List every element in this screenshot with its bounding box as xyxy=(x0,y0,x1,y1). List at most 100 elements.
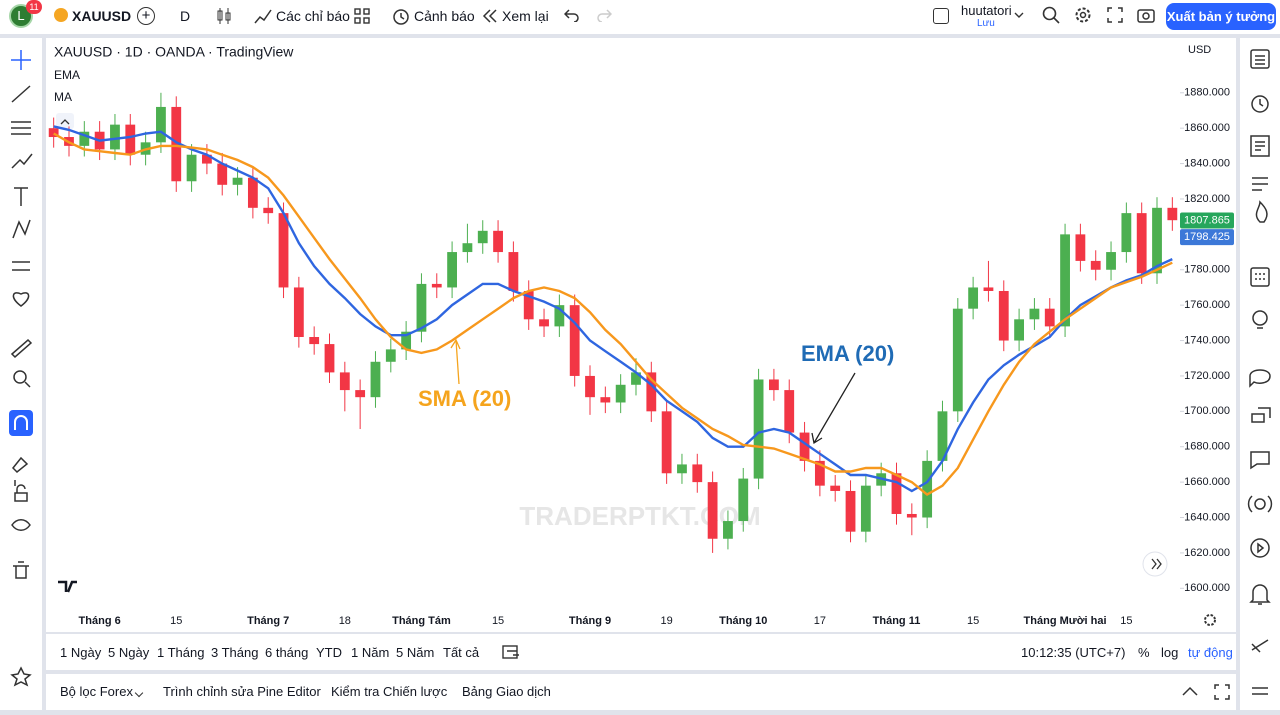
scale-option[interactable]: tự động xyxy=(1188,645,1233,660)
scroll-right[interactable] xyxy=(1142,551,1168,577)
candle-body xyxy=(401,331,412,350)
candle-body xyxy=(462,243,473,253)
candle-body xyxy=(125,124,136,155)
timeframe-button[interactable]: 3 Tháng xyxy=(211,645,259,660)
candle-body xyxy=(217,163,228,185)
candle-body xyxy=(539,319,549,327)
candle-body xyxy=(661,411,672,474)
replay[interactable]: Xem lại xyxy=(502,8,549,24)
alert-icon xyxy=(393,9,409,25)
y-tick-label: 1620.000 xyxy=(1184,547,1230,559)
badge: 11 xyxy=(26,0,42,14)
timeframe-button[interactable]: YTD xyxy=(316,645,342,660)
save[interactable]: Lưu xyxy=(977,18,995,29)
y-tick-label: 1680.000 xyxy=(1184,441,1230,453)
bottom-panel: Bộ lọc Forex Trình chỉnh sửa Pine Editor K… xyxy=(46,674,1236,710)
ma-line xyxy=(53,132,1173,496)
timeframe-button[interactable]: 1 Ngày xyxy=(60,645,102,660)
tab-caret[interactable] xyxy=(134,688,144,698)
candle-body xyxy=(263,207,274,214)
bottom-tab[interactable]: Bảng Giao dịch xyxy=(462,684,551,699)
username[interactable]: huutatori xyxy=(961,3,1012,18)
candle-body xyxy=(723,521,733,539)
bottom-tab[interactable]: Trình chỉnh sửa Pine Editor xyxy=(163,684,321,699)
y-tick-label: 1740.000 xyxy=(1184,334,1230,346)
candle-body xyxy=(554,305,565,327)
symbol[interactable]: XAUUSD xyxy=(72,8,132,24)
candle-body xyxy=(477,230,488,244)
candle-body xyxy=(906,513,917,518)
candle-body xyxy=(385,349,396,362)
top-toolbar: L 11 XAUUSD + D Các chỉ báo Cảnh báo Xem… xyxy=(0,0,1280,34)
snapshot[interactable] xyxy=(1137,7,1155,23)
add-symbol[interactable]: + xyxy=(137,7,155,25)
candle-body xyxy=(202,154,212,164)
redo[interactable] xyxy=(596,8,612,22)
candle-body xyxy=(48,128,59,138)
timeframe-button[interactable]: 1 Năm xyxy=(351,645,390,660)
watermark: TRADERPTKT.COM xyxy=(519,501,760,531)
indicators[interactable]: Các chỉ báo xyxy=(276,8,350,24)
candle-body xyxy=(1075,234,1086,261)
y-tick-label: 1760.000 xyxy=(1184,299,1230,311)
y-tick-label: 1660.000 xyxy=(1184,476,1230,488)
publish-button[interactable]: Xuất bản ý tưởng xyxy=(1166,3,1276,30)
undo[interactable] xyxy=(564,8,580,22)
candle-body xyxy=(508,252,519,291)
candle-body xyxy=(1029,308,1040,320)
x-tick-label: Tháng 7 xyxy=(247,615,289,627)
timeframe-button[interactable]: 6 tháng xyxy=(265,645,309,660)
maximize-panel[interactable] xyxy=(1214,684,1230,700)
chart-type-icon[interactable] xyxy=(216,7,232,25)
price-label-box xyxy=(1180,212,1234,229)
legend-ma: MA xyxy=(54,90,72,104)
timeframe-button[interactable]: 1 Tháng xyxy=(157,645,205,660)
candle-body xyxy=(692,464,703,483)
candle-body xyxy=(998,290,1009,341)
candle-body xyxy=(447,252,457,288)
price-label: 1807.865 xyxy=(1184,214,1230,226)
axis-settings[interactable] xyxy=(1204,614,1216,626)
timeframe-button[interactable]: 5 Năm xyxy=(396,645,435,660)
layout-icon[interactable] xyxy=(354,8,370,24)
chart: TRADERPTKT.COM XAUUSD · 1D · OANDA · Tra… xyxy=(48,44,1234,627)
y-tick-label: 1860.000 xyxy=(1184,122,1230,134)
candle-body xyxy=(324,344,335,373)
candle-body xyxy=(416,283,427,332)
y-tick-label: 1700.000 xyxy=(1184,405,1230,417)
candle-body xyxy=(983,287,994,291)
expand-panel[interactable] xyxy=(1182,686,1198,696)
layout-checkbox[interactable] xyxy=(933,8,949,24)
candle-body xyxy=(247,177,258,208)
date-range[interactable] xyxy=(502,644,520,660)
candle-body xyxy=(339,372,350,391)
settings[interactable] xyxy=(1074,6,1092,24)
timeframe-button[interactable]: 5 Ngày xyxy=(108,645,150,660)
bottom-tab[interactable]: Kiểm tra Chiến lược xyxy=(331,684,448,699)
search[interactable] xyxy=(1042,6,1060,24)
candle-body xyxy=(952,308,963,412)
fullscreen[interactable] xyxy=(1107,7,1123,23)
chart-pane: TRADERPTKT.COM XAUUSD · 1D · OANDA · Tra… xyxy=(46,38,1236,632)
currency[interactable]: USD xyxy=(1188,44,1211,56)
x-tick-label: Tháng 6 xyxy=(79,615,121,627)
sma-annotation: SMA (20) xyxy=(418,386,511,411)
candle-body xyxy=(968,287,979,309)
candle-body xyxy=(1090,260,1101,270)
bottom-tab[interactable]: Bộ lọc Forex xyxy=(60,684,133,699)
y-tick-label: 1820.000 xyxy=(1184,193,1230,205)
user-menu-caret[interactable] xyxy=(1014,12,1024,19)
drawing-tools xyxy=(9,50,33,687)
x-tick-label: Tháng Tám xyxy=(392,615,451,627)
scale-option[interactable]: log xyxy=(1161,645,1179,660)
timeframe-button[interactable]: Tất cả xyxy=(443,645,480,660)
candle-body xyxy=(600,397,611,403)
interval[interactable]: D xyxy=(180,8,191,24)
y-tick-label: 1780.000 xyxy=(1184,264,1230,276)
alerts[interactable]: Cảnh báo xyxy=(414,8,475,24)
legend-collapse[interactable] xyxy=(56,113,74,129)
candle-body xyxy=(293,287,304,338)
y-tick-label: 1840.000 xyxy=(1184,157,1230,169)
scale-option[interactable]: % xyxy=(1138,645,1150,660)
